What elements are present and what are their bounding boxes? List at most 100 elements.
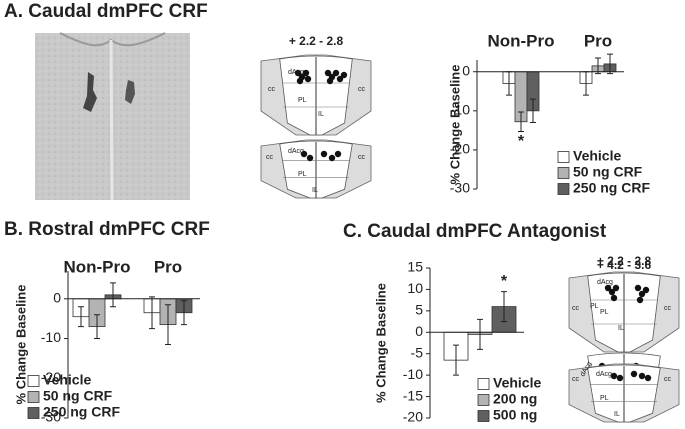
injection-site bbox=[638, 372, 646, 380]
coordinates: + 2.2 - 2.8 bbox=[289, 34, 344, 48]
coordinates: + 4.2 - 3.6 bbox=[597, 258, 652, 272]
y-tick-label: -20 bbox=[403, 409, 423, 424]
diagram-label: IL bbox=[618, 325, 624, 332]
error-bar bbox=[518, 111, 524, 133]
y-tick-label: -10 bbox=[41, 329, 61, 345]
injection-site bbox=[636, 296, 644, 304]
injection-site bbox=[324, 69, 332, 77]
legend-swatch bbox=[27, 407, 40, 419]
category-label: Non-Pro bbox=[487, 31, 554, 50]
chart: 15 10 5 0 -5 -10 -15 -20 % Change Baseline * Vehic… bbox=[373, 259, 541, 425]
error-bar bbox=[501, 291, 507, 323]
y-tick-label: 15 bbox=[407, 259, 423, 275]
legend-swatch bbox=[27, 391, 40, 403]
legend-label: Vehicle bbox=[573, 148, 621, 164]
y-tick-label: 0 bbox=[462, 62, 470, 78]
injection-site bbox=[336, 75, 344, 83]
error-bar bbox=[607, 53, 613, 75]
injection-site bbox=[300, 150, 308, 158]
chart: 0 -10 -20 -30% Change Baseline Non-Pro Pro * Ve… bbox=[447, 31, 650, 195]
error-bar bbox=[149, 296, 155, 330]
legend-swatch bbox=[557, 151, 570, 163]
injection-site bbox=[340, 71, 348, 79]
error-bar bbox=[165, 304, 171, 345]
injection-site bbox=[616, 374, 624, 382]
error-bar bbox=[530, 98, 536, 124]
y-tick-label: -15 bbox=[403, 387, 423, 403]
chart: 0 -10 -20 -30 % Change Baseline Non-Pro Pro Veh… bbox=[13, 257, 200, 425]
coordinates: + 2.2 - 2.8 bbox=[597, 254, 652, 268]
legend-label: 50 ng CRF bbox=[43, 388, 113, 404]
diagram-labels: dAcg cc PL IL cc dAcg cc PL IL cc PL dAc… bbox=[266, 69, 672, 418]
diagram-label: IL bbox=[318, 111, 324, 118]
diagram-label: PL bbox=[298, 171, 307, 178]
diagram-label: cc bbox=[358, 86, 366, 93]
error-bar bbox=[477, 318, 483, 350]
histology-image bbox=[35, 32, 190, 201]
injection-site bbox=[630, 370, 638, 378]
diagram-label: IL bbox=[312, 187, 318, 194]
y-tick-label: 5 bbox=[415, 302, 423, 318]
injection-site bbox=[302, 69, 310, 77]
annotation: * bbox=[518, 133, 525, 150]
injection-site bbox=[612, 284, 620, 292]
y-tick-label: -20 bbox=[450, 141, 470, 157]
legend-swatch bbox=[27, 375, 40, 387]
diagram-label: cc bbox=[358, 154, 366, 161]
category-label: Pro bbox=[584, 31, 612, 50]
error-bar bbox=[595, 57, 601, 75]
diagram-label: cc bbox=[572, 376, 580, 383]
legend-label: 50 ng CRF bbox=[573, 164, 643, 180]
diagram-label: cc bbox=[572, 305, 580, 312]
injection-site bbox=[332, 69, 340, 77]
injection-site bbox=[638, 290, 646, 298]
injection-site bbox=[306, 154, 314, 162]
annotation: * bbox=[501, 273, 508, 290]
diagram-label: cc bbox=[664, 305, 672, 312]
diagram-label: dAcg bbox=[288, 69, 304, 76]
panel-title: A. Caudal dmPFC CRF bbox=[4, 1, 208, 22]
injection-site bbox=[294, 69, 302, 77]
diagram-label: dAcg bbox=[596, 371, 612, 378]
diagram-label: dAcg bbox=[597, 279, 613, 286]
injection-site bbox=[610, 294, 618, 302]
injection-site bbox=[644, 374, 652, 382]
injection-site bbox=[604, 284, 612, 292]
injection-site bbox=[334, 150, 342, 158]
legend-swatch bbox=[477, 394, 490, 406]
legend-label: Vehicle bbox=[493, 375, 541, 391]
error-bar bbox=[181, 300, 187, 326]
brain-diagrams bbox=[260, 54, 680, 423]
panel-title: B. Rostral dmPFC CRF bbox=[4, 219, 210, 240]
legend-swatch bbox=[557, 167, 570, 179]
legend-label: 200 ng bbox=[493, 391, 537, 407]
injection-site bbox=[296, 77, 304, 85]
injection-site bbox=[634, 284, 642, 292]
category-label: Pro bbox=[154, 257, 182, 276]
y-tick-label: -10 bbox=[450, 102, 470, 118]
legend-swatch bbox=[477, 378, 490, 390]
diagram-label: PL bbox=[600, 309, 609, 316]
injection-site bbox=[320, 150, 328, 158]
y-tick-label: -30 bbox=[450, 180, 470, 196]
diagram-label: dAcg bbox=[288, 148, 304, 155]
y-tick-label: 0 bbox=[415, 323, 423, 339]
diagram-label: cc bbox=[268, 86, 276, 93]
y-tick-label: -10 bbox=[403, 366, 423, 382]
error-bar bbox=[94, 314, 100, 340]
diagram-label: IL bbox=[614, 411, 620, 418]
diagram-label: cc bbox=[664, 376, 672, 383]
y-tick-label: 0 bbox=[53, 290, 61, 306]
legend-swatch bbox=[557, 183, 570, 195]
legend-label: 500 ng bbox=[493, 407, 537, 423]
legend-label: 250 ng CRF bbox=[573, 180, 650, 196]
diagram-label: PL bbox=[600, 395, 609, 402]
y-axis-label: % Change Baseline bbox=[373, 283, 388, 403]
y-axis-label: % Change Baseline bbox=[447, 65, 462, 185]
error-bar bbox=[78, 306, 84, 328]
legend-label: 250 ng CRF bbox=[43, 404, 120, 420]
y-axis-label: % Change Baseline bbox=[13, 285, 28, 405]
category-label: Non-Pro bbox=[63, 257, 130, 276]
panel-title: C. Caudal dmPFC Antagonist bbox=[343, 221, 607, 242]
